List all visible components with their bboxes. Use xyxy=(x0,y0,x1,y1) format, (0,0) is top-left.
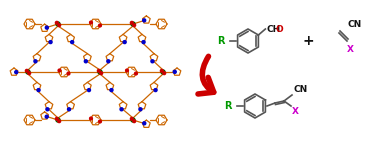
Text: CN: CN xyxy=(293,85,307,94)
Circle shape xyxy=(133,120,136,123)
Circle shape xyxy=(161,70,165,74)
Circle shape xyxy=(90,21,92,24)
Circle shape xyxy=(84,60,87,63)
Circle shape xyxy=(37,89,40,92)
Circle shape xyxy=(160,69,163,72)
Circle shape xyxy=(130,117,133,120)
Circle shape xyxy=(110,89,113,92)
Circle shape xyxy=(130,21,133,24)
Circle shape xyxy=(100,72,102,75)
Circle shape xyxy=(143,122,146,125)
Text: CN: CN xyxy=(347,20,361,29)
Text: +: + xyxy=(302,34,314,48)
Circle shape xyxy=(45,26,48,29)
Circle shape xyxy=(58,120,60,123)
Circle shape xyxy=(125,69,129,72)
Circle shape xyxy=(56,117,58,120)
Text: R: R xyxy=(217,36,225,46)
Circle shape xyxy=(99,120,101,123)
Circle shape xyxy=(56,118,60,122)
Circle shape xyxy=(151,60,154,63)
Text: O: O xyxy=(276,24,283,34)
Circle shape xyxy=(131,22,135,26)
Circle shape xyxy=(99,24,101,27)
Circle shape xyxy=(131,118,135,122)
Circle shape xyxy=(135,72,137,75)
Circle shape xyxy=(15,71,18,74)
Circle shape xyxy=(90,117,92,120)
Circle shape xyxy=(67,72,70,75)
Circle shape xyxy=(123,41,126,44)
Circle shape xyxy=(26,70,30,74)
Text: R: R xyxy=(225,101,232,111)
Circle shape xyxy=(34,60,37,63)
Circle shape xyxy=(133,24,136,27)
Circle shape xyxy=(71,41,74,44)
Circle shape xyxy=(98,69,100,72)
Circle shape xyxy=(28,72,31,75)
Circle shape xyxy=(68,108,71,111)
Circle shape xyxy=(139,108,142,111)
Circle shape xyxy=(45,115,48,118)
Circle shape xyxy=(87,89,90,92)
Circle shape xyxy=(58,24,60,27)
Circle shape xyxy=(98,70,102,74)
Circle shape xyxy=(56,21,58,24)
Circle shape xyxy=(49,41,52,44)
Circle shape xyxy=(25,69,28,72)
Circle shape xyxy=(56,22,60,26)
Circle shape xyxy=(120,108,123,111)
Circle shape xyxy=(46,108,49,111)
Circle shape xyxy=(163,72,166,75)
Circle shape xyxy=(173,70,176,73)
Circle shape xyxy=(154,89,157,92)
Circle shape xyxy=(142,41,145,44)
Circle shape xyxy=(107,60,110,63)
Text: X: X xyxy=(347,45,354,54)
Text: X: X xyxy=(292,107,299,116)
FancyArrowPatch shape xyxy=(198,56,214,94)
Circle shape xyxy=(143,19,146,22)
Text: CH: CH xyxy=(266,24,280,34)
Circle shape xyxy=(58,69,61,72)
